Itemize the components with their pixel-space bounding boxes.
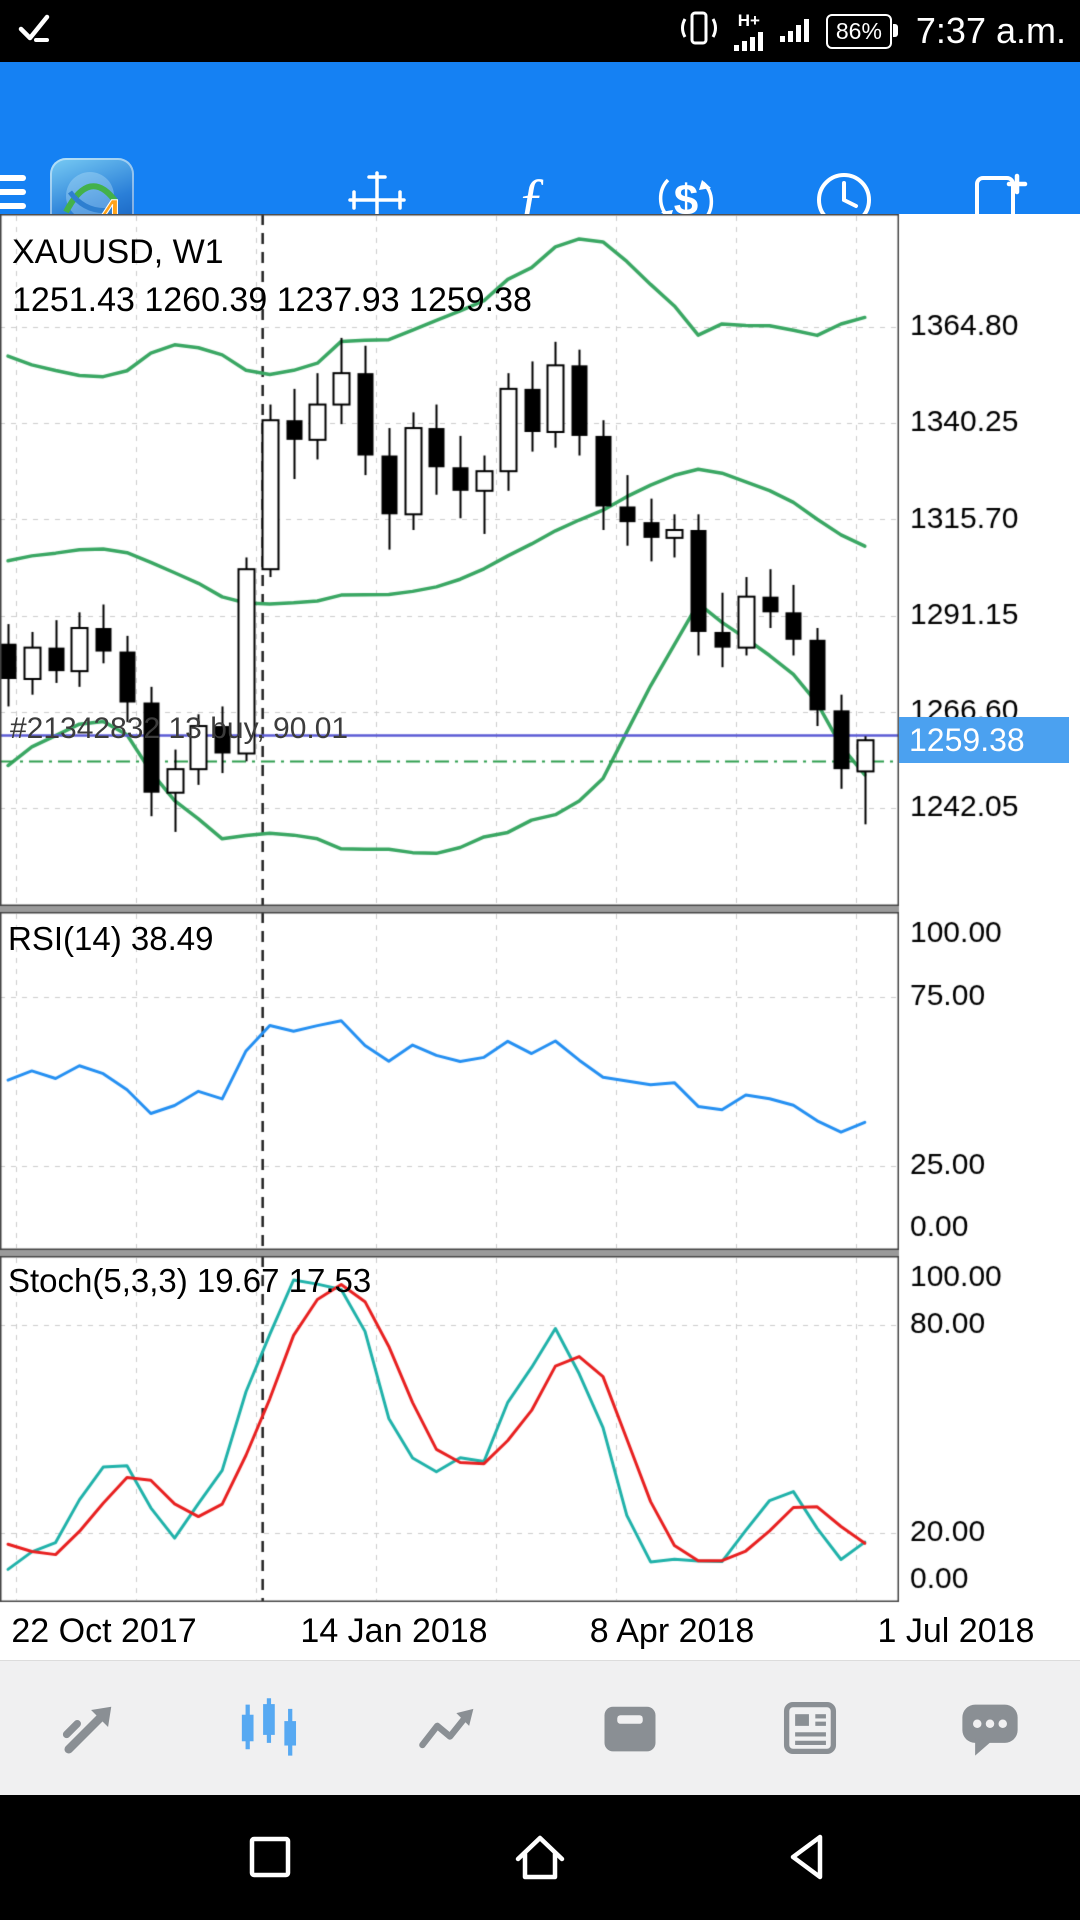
menu-button[interactable] xyxy=(0,175,26,209)
signal-bars-icon xyxy=(733,31,763,51)
current-price-tag: 1259.38 xyxy=(899,717,1069,763)
date-label: 8 Apr 2018 xyxy=(589,1612,755,1650)
nav-history-button[interactable] xyxy=(540,1694,720,1762)
news-icon xyxy=(783,1701,837,1755)
battery-indicator: 86% xyxy=(825,13,898,49)
position-line-label: #21342832 13 buy, 90.01 xyxy=(10,712,349,745)
android-home-button[interactable] xyxy=(508,1825,572,1889)
app-toolbar: 4 ƒ $ xyxy=(0,62,1080,242)
android-nav-bar xyxy=(0,1795,1080,1920)
date-label: 22 Oct 2017 xyxy=(11,1612,197,1650)
quotes-icon xyxy=(62,1706,112,1754)
home-icon xyxy=(515,1835,565,1880)
signal-bars-icon-2 xyxy=(779,16,810,47)
history-tray-icon xyxy=(604,1706,656,1752)
nav-news-button[interactable] xyxy=(720,1694,900,1762)
chart-ohlc-values: 1251.43 1260.39 1237.93 1259.38 xyxy=(12,281,532,319)
android-back-button[interactable] xyxy=(778,1825,842,1889)
back-triangle-icon xyxy=(790,1834,823,1880)
nav-charts-button[interactable] xyxy=(180,1694,360,1762)
vibrate-icon xyxy=(680,9,718,54)
chat-bubble-icon xyxy=(962,1704,1018,1756)
trade-line-icon xyxy=(419,1708,474,1749)
sync-check-icon xyxy=(14,9,54,54)
chart-symbol-period: XAUUSD, W1 xyxy=(12,233,224,271)
rsi-indicator-title: RSI(14) 38.49 xyxy=(8,920,214,957)
cell-signal-hplus: H+ xyxy=(733,10,764,51)
nav-quotes-button[interactable] xyxy=(0,1694,180,1762)
date-axis: 22 Oct 2017 14 Jan 2018 8 Apr 2018 1 Jul… xyxy=(0,1604,1080,1660)
chart-canvas[interactable] xyxy=(0,214,1080,1604)
date-label: 14 Jan 2018 xyxy=(300,1612,488,1650)
stoch-indicator-title: Stoch(5,3,3) 19.67 17.53 xyxy=(8,1262,372,1299)
network-type-label: H+ xyxy=(737,10,760,30)
status-time: 7:37 a.m. xyxy=(915,10,1066,51)
nav-trade-button[interactable] xyxy=(360,1694,540,1762)
android-recents-button[interactable] xyxy=(238,1825,302,1889)
date-label: 1 Jul 2018 xyxy=(877,1612,1035,1650)
status-indicators: H+ 86% 7:37 a.m. xyxy=(680,9,1066,54)
bottom-nav xyxy=(0,1660,1080,1795)
nav-chat-button[interactable] xyxy=(900,1694,1080,1762)
status-bar: H+ 86% 7:37 a.m. xyxy=(0,0,1080,62)
recents-square-icon xyxy=(249,1836,291,1878)
charts-icon xyxy=(241,1698,297,1756)
